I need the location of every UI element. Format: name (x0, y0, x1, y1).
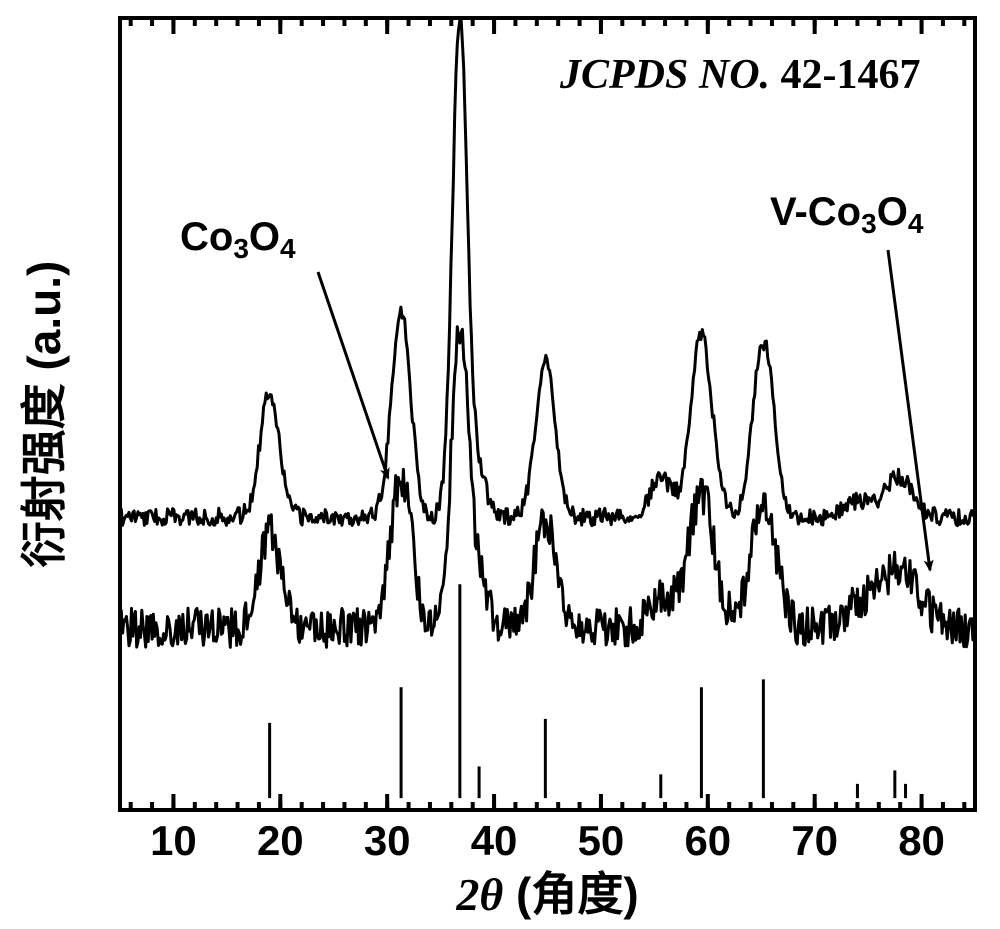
x-axis-label: 2θ (角度) (455, 868, 638, 920)
x-tick-label: 20 (257, 817, 304, 864)
v-co3o4-label: V-Co3O4 (770, 190, 924, 239)
x-tick-label: 50 (578, 817, 625, 864)
x-tick-label: 10 (150, 817, 197, 864)
chart-svg: 10 20 30 40 50 60 70 80 2θ (角度) 衍射强度 (a.u.) JCPDS … (0, 0, 1000, 929)
x-tick-label: 60 (684, 817, 731, 864)
x-tick-label: 30 (364, 817, 411, 864)
xrd-chart: 10 20 30 40 50 60 70 80 2θ (角度) 衍射强度 (a.u.) JCPDS … (0, 0, 1000, 929)
jcpds-label: JCPDS NO. 42-1467 (559, 52, 921, 98)
x-tick-label: 40 (471, 817, 518, 864)
x-tick-label: 70 (791, 817, 838, 864)
x-tick-label: 80 (898, 817, 945, 864)
y-axis-label: 衍射强度 (a.u.) (18, 261, 70, 568)
